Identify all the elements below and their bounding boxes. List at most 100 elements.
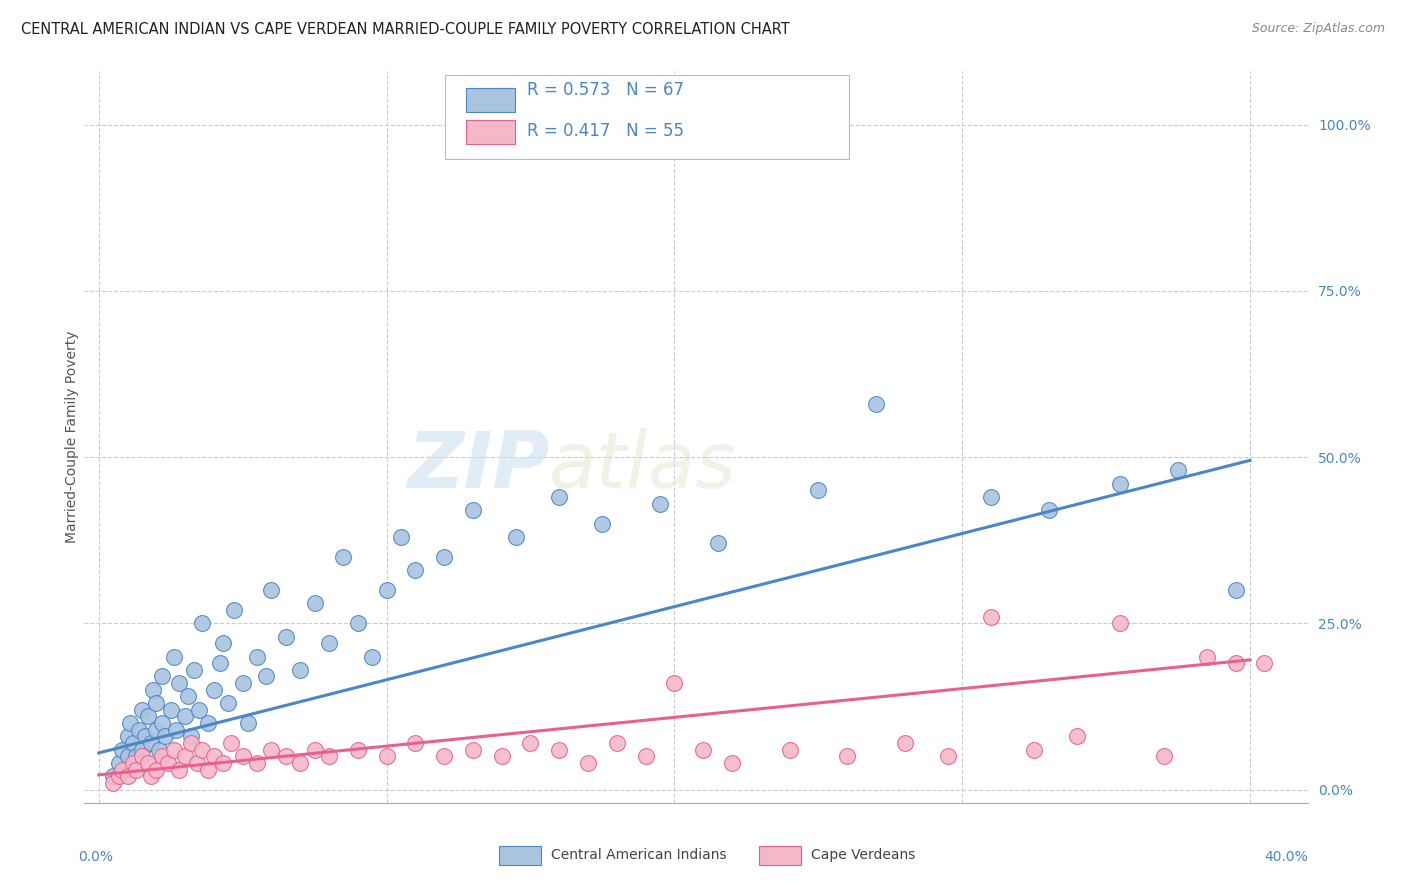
Point [202, 749, 225, 764]
Point [433, 749, 456, 764]
Point [208, 656, 231, 670]
Point [159, 703, 181, 717]
Point [548, 490, 571, 504]
Point [1195, 649, 1218, 664]
Point [122, 736, 145, 750]
Point [153, 729, 176, 743]
Point [156, 756, 179, 770]
Point [166, 723, 188, 737]
Point [548, 742, 571, 756]
Text: Central American Indians: Central American Indians [551, 848, 727, 863]
Text: ZIP: ZIP [406, 428, 550, 504]
Point [591, 516, 613, 531]
Point [1038, 503, 1060, 517]
Point [139, 769, 162, 783]
Point [125, 749, 148, 764]
Point [108, 756, 131, 770]
Point [576, 756, 599, 770]
Text: atlas: atlas [550, 428, 737, 504]
Point [232, 749, 254, 764]
Point [169, 676, 191, 690]
Point [1109, 616, 1132, 631]
Point [318, 749, 340, 764]
Point [505, 530, 527, 544]
Point [1225, 656, 1247, 670]
Point [150, 749, 173, 764]
Point [807, 483, 830, 498]
Point [318, 636, 340, 650]
Point [1225, 582, 1247, 597]
Point [260, 742, 283, 756]
Point [180, 729, 202, 743]
Point [217, 696, 239, 710]
Point [274, 749, 297, 764]
Point [108, 769, 131, 783]
Point [274, 630, 297, 644]
Point [290, 663, 312, 677]
Point [177, 690, 200, 704]
Point [136, 709, 159, 723]
Point [139, 736, 162, 750]
Point [1253, 656, 1275, 670]
Text: 0.0%: 0.0% [79, 850, 114, 864]
Point [131, 742, 153, 756]
Point [706, 536, 728, 550]
Point [162, 742, 184, 756]
Point [461, 742, 484, 756]
Point [304, 596, 326, 610]
Text: R = 0.573   N = 67: R = 0.573 N = 67 [527, 80, 685, 99]
Point [117, 769, 139, 783]
Point [186, 756, 208, 770]
Point [145, 763, 167, 777]
Point [1109, 476, 1132, 491]
Point [150, 716, 173, 731]
Point [389, 530, 412, 544]
Point [136, 756, 159, 770]
Point [346, 742, 368, 756]
Point [1024, 742, 1046, 756]
Point [101, 776, 124, 790]
Text: R = 0.417   N = 55: R = 0.417 N = 55 [527, 121, 685, 140]
Point [222, 603, 245, 617]
Point [461, 503, 484, 517]
Point [404, 736, 426, 750]
Point [111, 742, 134, 756]
Point [191, 742, 214, 756]
Point [128, 723, 150, 737]
Point [219, 736, 242, 750]
Y-axis label: Married-Couple Family Poverty: Married-Couple Family Poverty [65, 331, 79, 543]
Point [183, 663, 205, 677]
Point [142, 682, 165, 697]
Point [232, 676, 254, 690]
Point [197, 716, 219, 731]
Point [980, 609, 1002, 624]
FancyBboxPatch shape [465, 120, 515, 144]
Point [145, 723, 167, 737]
Point [246, 649, 269, 664]
Point [211, 756, 233, 770]
Point [433, 549, 456, 564]
Point [117, 729, 139, 743]
Point [180, 736, 202, 750]
Point [404, 563, 426, 577]
Point [148, 742, 170, 756]
Point [131, 703, 153, 717]
Point [169, 763, 191, 777]
Point [131, 749, 153, 764]
Point [692, 742, 714, 756]
Point [162, 649, 184, 664]
Point [1066, 729, 1088, 743]
Point [491, 749, 513, 764]
Text: Cape Verdeans: Cape Verdeans [811, 848, 915, 863]
Point [238, 716, 260, 731]
Point [519, 736, 541, 750]
Point [893, 736, 915, 750]
Point [779, 742, 801, 756]
Point [1167, 463, 1189, 477]
Point [202, 682, 225, 697]
Point [346, 616, 368, 631]
Point [114, 763, 136, 777]
Point [304, 742, 326, 756]
Point [211, 636, 233, 650]
Text: CENTRAL AMERICAN INDIAN VS CAPE VERDEAN MARRIED-COUPLE FAMILY POVERTY CORRELATIO: CENTRAL AMERICAN INDIAN VS CAPE VERDEAN … [21, 22, 790, 37]
